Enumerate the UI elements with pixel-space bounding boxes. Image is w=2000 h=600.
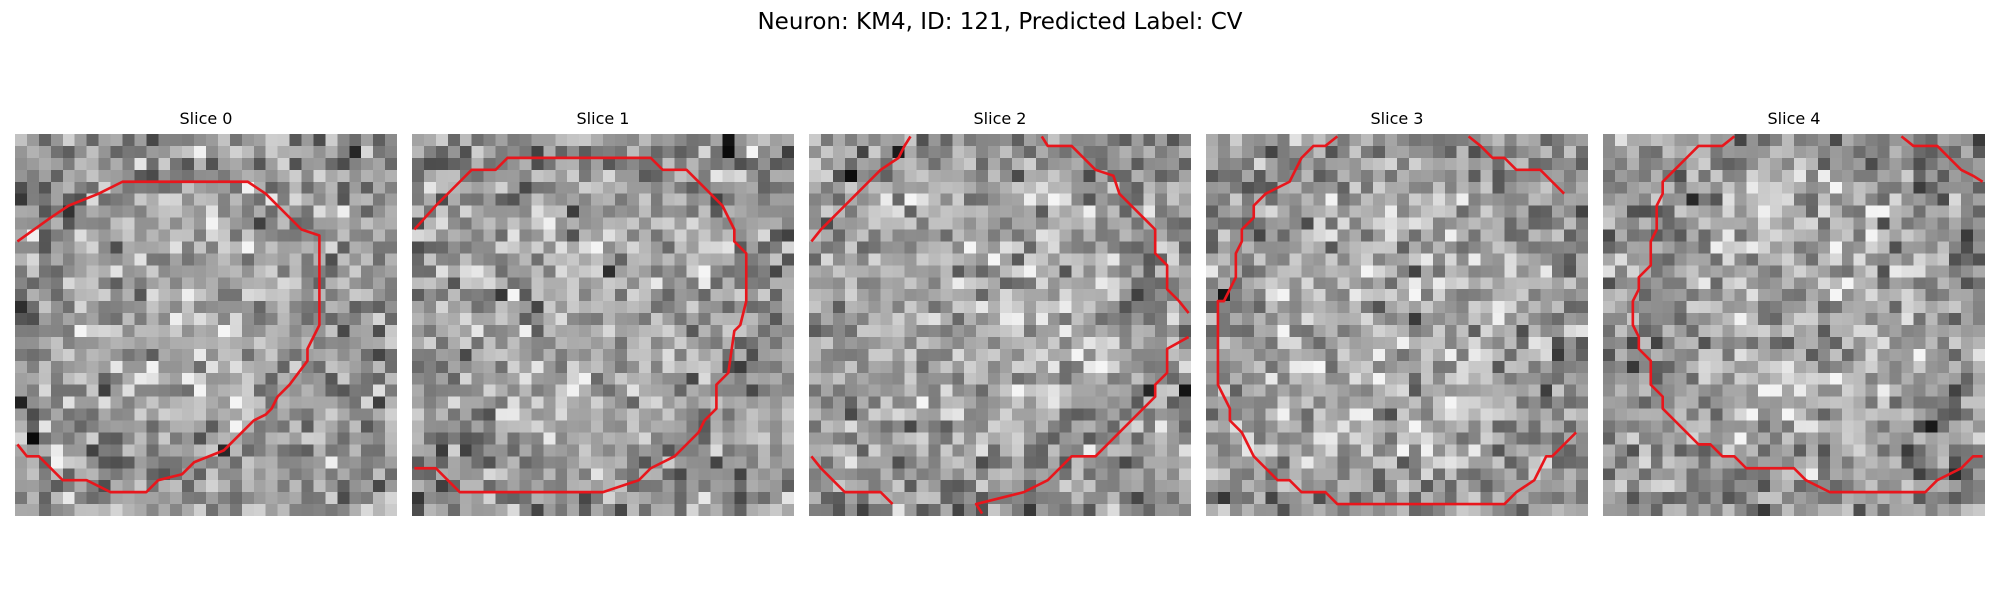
grayscale-slice-image: [412, 134, 794, 516]
segmentation-contour: [974, 335, 1190, 515]
segmentation-contour: [1216, 135, 1577, 506]
slice-title: Slice 3: [1370, 109, 1424, 128]
slice-panel-1: Slice 1: [412, 108, 794, 516]
grayscale-slice-image: [1603, 134, 1985, 516]
slice-panel-4: Slice 4: [1603, 108, 1985, 516]
pixel-grid: [809, 134, 1191, 516]
segmentation-contour: [1631, 135, 1983, 494]
grayscale-slice-image: [809, 134, 1191, 516]
slice-title: Slice 1: [576, 109, 630, 128]
slice-title: Slice 0: [179, 109, 233, 128]
grayscale-slice-image: [1206, 134, 1588, 516]
slice-panel-2: Slice 2: [809, 108, 1191, 516]
slice-panel-0: Slice 0: [15, 108, 397, 516]
grayscale-slice-image: [15, 134, 397, 516]
segmentation-contour: [810, 135, 912, 243]
segmentation-contour: [810, 455, 894, 505]
pixel-grid: [15, 134, 397, 516]
slice-panel-3: Slice 3: [1206, 108, 1588, 516]
segmentation-contour: [413, 156, 748, 494]
pixel-grid: [1603, 134, 1985, 516]
pixel-grid: [412, 134, 794, 516]
pixel-grid: [1206, 134, 1588, 516]
segmentation-contour: [1040, 135, 1190, 314]
slice-title: Slice 4: [1767, 109, 1821, 128]
figure-title: Neuron: KM4, ID: 121, Predicted Label: C…: [757, 9, 1243, 35]
segmentation-contour: [1900, 135, 1984, 183]
segmentation-contour: [16, 180, 321, 494]
slice-title: Slice 2: [973, 109, 1027, 128]
segmentation-contour: [1467, 135, 1566, 195]
